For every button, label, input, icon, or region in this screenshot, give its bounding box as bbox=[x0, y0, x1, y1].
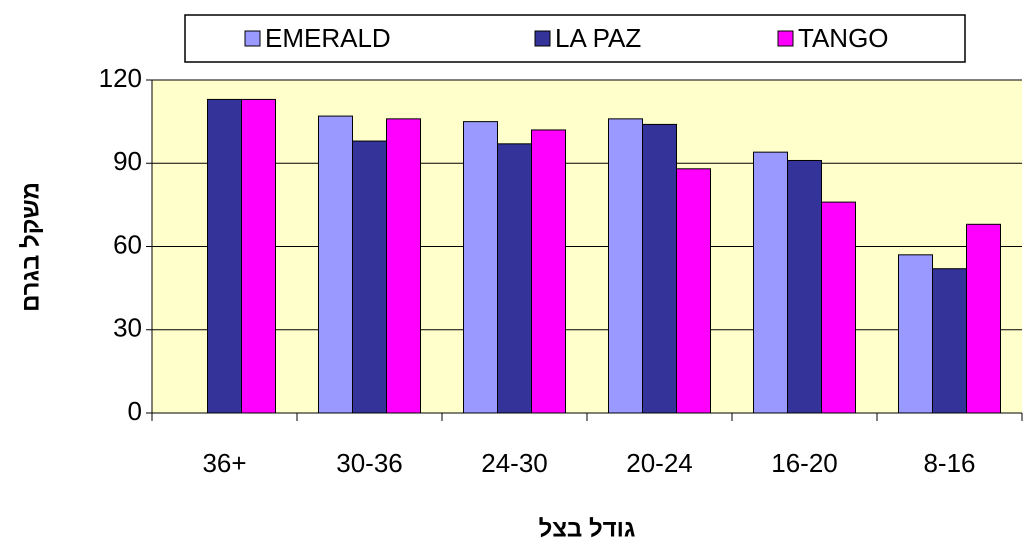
legend-box bbox=[184, 14, 966, 63]
legend-swatch bbox=[777, 30, 794, 47]
y-tick-label: 0 bbox=[128, 396, 142, 426]
bar bbox=[821, 201, 856, 414]
y-tick-label: 120 bbox=[99, 63, 142, 93]
legend-label: EMERALD bbox=[265, 23, 391, 53]
bar bbox=[497, 143, 532, 414]
legend-swatch bbox=[534, 30, 551, 47]
y-tick-label: 30 bbox=[113, 313, 142, 343]
bar bbox=[642, 123, 677, 414]
x-tick-label: 8-16 bbox=[923, 448, 975, 478]
x-axis-title: גודל בצל bbox=[539, 515, 636, 542]
legend-label: TANGO bbox=[798, 23, 889, 53]
legend-label: LA PAZ bbox=[555, 23, 641, 53]
bar bbox=[608, 118, 643, 414]
x-tick-label: 24-30 bbox=[481, 448, 548, 478]
bar bbox=[318, 115, 353, 414]
x-tick-label: 20-24 bbox=[626, 448, 693, 478]
bar bbox=[352, 140, 387, 414]
bar bbox=[463, 121, 498, 414]
legend-swatch bbox=[244, 30, 261, 47]
y-axis-title: משקל בגרם bbox=[17, 182, 44, 312]
bar bbox=[787, 159, 822, 414]
bar bbox=[676, 168, 711, 414]
bar bbox=[207, 98, 242, 414]
x-tick-label: 16-20 bbox=[771, 448, 838, 478]
bar bbox=[898, 254, 933, 414]
y-tick-label: 60 bbox=[113, 229, 142, 259]
y-tick-label: 90 bbox=[113, 146, 142, 176]
bar bbox=[932, 268, 967, 414]
bar bbox=[966, 223, 1001, 414]
x-tick-label: 30-36 bbox=[336, 448, 403, 478]
bar bbox=[531, 129, 566, 414]
x-tick-label: 36+ bbox=[202, 448, 246, 478]
bar bbox=[386, 118, 421, 414]
bar bbox=[241, 98, 276, 414]
bar bbox=[753, 151, 788, 414]
